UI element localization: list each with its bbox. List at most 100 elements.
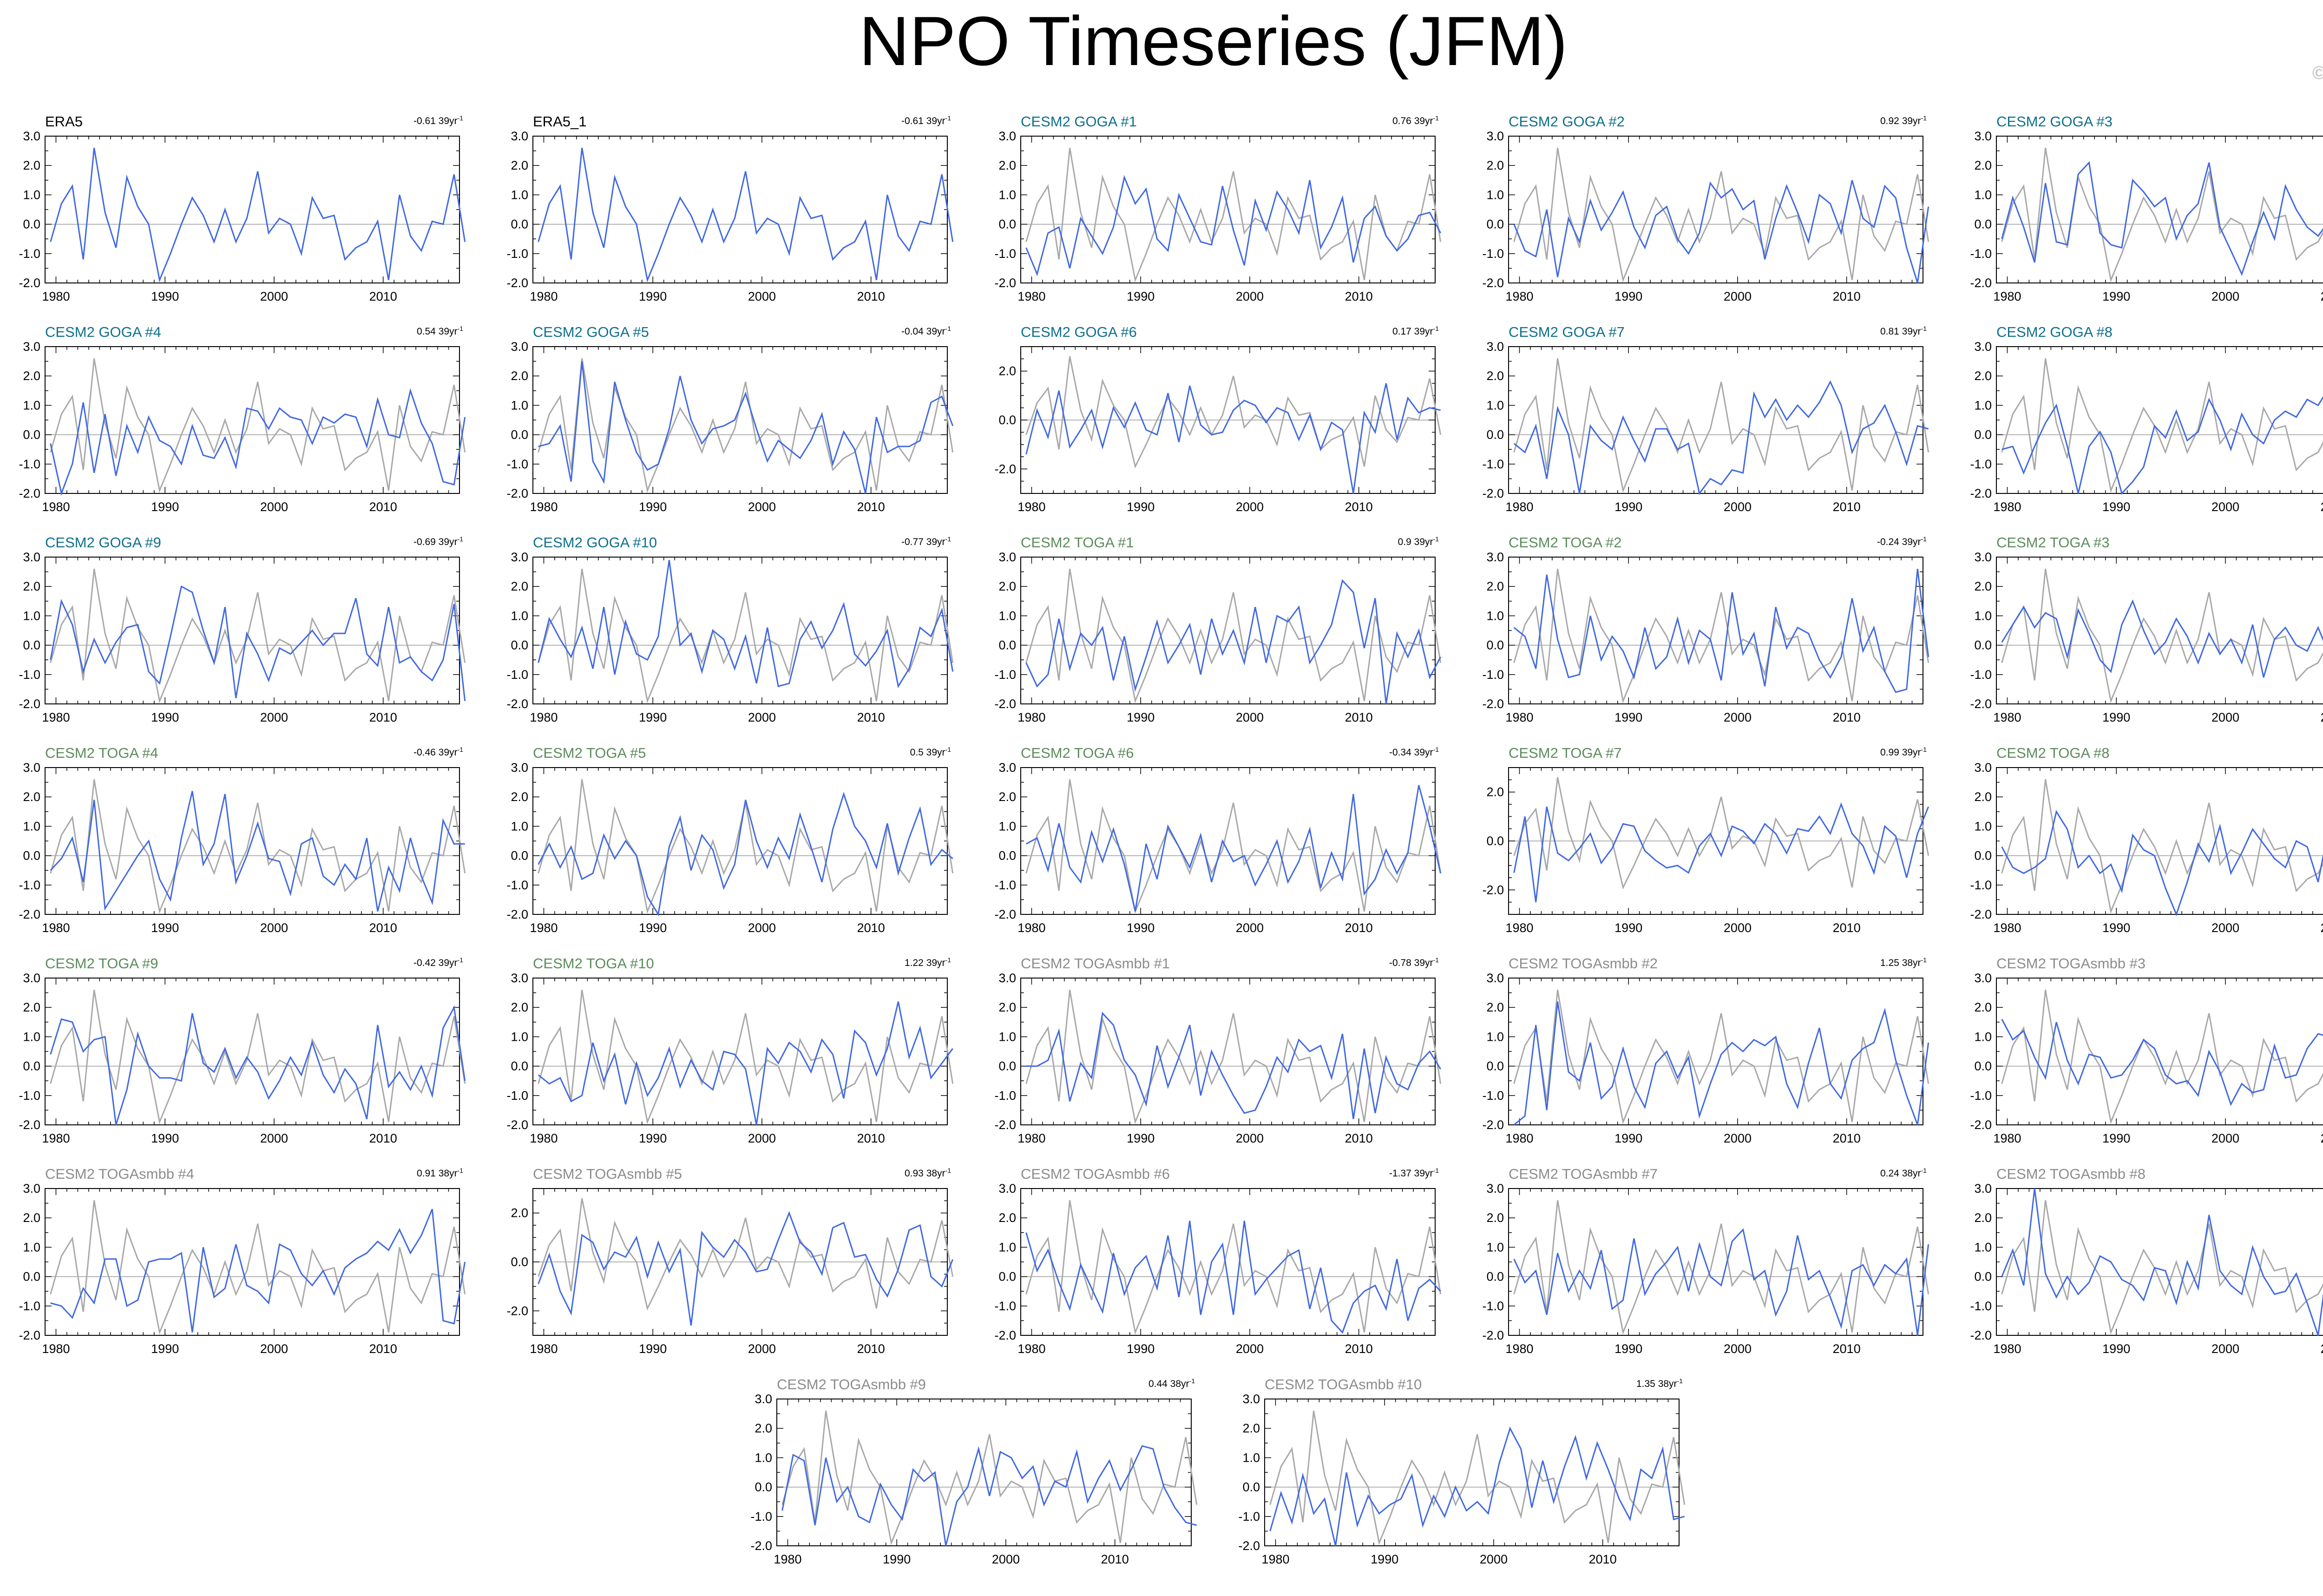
observed-series-line bbox=[1025, 1200, 1442, 1335]
panel-title: CESM2 TOGAsmbb #4 bbox=[45, 1166, 195, 1182]
timeseries-panel: CESM2 TOGA #9 -0.42 39yr-1 -2.0 -1.0 0.0 1.0 2… bbox=[2, 953, 467, 1153]
y-tick-label: -2.0 bbox=[1482, 883, 1504, 897]
x-tick-label: 2000 bbox=[748, 710, 776, 724]
panel-title: CESM2 TOGA #10 bbox=[533, 955, 654, 972]
model-series-line bbox=[538, 792, 953, 917]
x-tick-label: 1980 bbox=[1017, 921, 1045, 935]
x-tick-label: 1980 bbox=[42, 921, 70, 935]
y-tick-label: 2.0 bbox=[23, 1211, 40, 1225]
y-tick-label: 2.0 bbox=[998, 1000, 1016, 1014]
x-tick-label: 2000 bbox=[2211, 921, 2239, 935]
y-tick-label: -1.0 bbox=[506, 247, 528, 261]
y-tick-label: 0.0 bbox=[1974, 849, 1992, 863]
timeseries-panel: CESM2 TOGAsmbb #6 -1.37 39yr-1 -2.0 -1.0 0.0… bbox=[978, 1164, 1443, 1364]
x-tick-label: 2000 bbox=[260, 1131, 288, 1145]
panel-trend: 0.17 39yr-1 bbox=[1392, 325, 1439, 337]
x-tick-label: 1990 bbox=[639, 1131, 667, 1145]
panel-trend: -0.61 39yr-1 bbox=[413, 114, 463, 126]
y-tick-label: -2.0 bbox=[994, 1328, 1016, 1342]
x-tick-label: 2000 bbox=[1724, 710, 1752, 724]
model-series-line bbox=[1025, 1221, 1441, 1334]
y-tick-label: -1.0 bbox=[994, 878, 1016, 892]
x-tick-label: 2000 bbox=[1236, 1342, 1264, 1356]
panel-plot: -2.0 -1.0 0.0 1.0 2.0 3.0 1980 1990 2000 2010 bbox=[1238, 1392, 1686, 1566]
timeseries-panel: CESM2 TOGAsmbb #5 0.93 38yr-1 -2.0 0.0 2.0 19… bbox=[490, 1164, 955, 1364]
observed-series-line bbox=[50, 990, 466, 1124]
trend-exponent: -1 bbox=[1433, 325, 1439, 332]
observed-series-line bbox=[2001, 569, 2323, 703]
trend-exponent: -1 bbox=[945, 956, 951, 964]
model-series-line bbox=[538, 1211, 954, 1326]
y-tick-label: 3.0 bbox=[1242, 1392, 1260, 1406]
plot-frame bbox=[1996, 557, 2323, 704]
y-tick-label: -2.0 bbox=[1482, 486, 1504, 500]
y-tick-label: 3.0 bbox=[23, 129, 40, 143]
model-series-line bbox=[2001, 809, 2323, 917]
trend-exponent: -1 bbox=[1921, 325, 1927, 332]
model-series-line bbox=[1513, 1228, 1929, 1336]
y-tick-label: 2.0 bbox=[1486, 785, 1504, 799]
x-tick-label: 1980 bbox=[1505, 1131, 1533, 1145]
y-tick-label: -2.0 bbox=[1970, 486, 1992, 500]
model-series-line bbox=[50, 585, 466, 701]
y-tick-label: 2.0 bbox=[755, 1421, 772, 1435]
y-tick-label: 0.0 bbox=[998, 217, 1016, 231]
x-tick-label: 2010 bbox=[369, 710, 397, 724]
observed-series-line bbox=[1513, 358, 1929, 493]
panel-plot: -2.0 -1.0 0.0 1.0 2.0 3.0 1980 1990 2000 2010 bbox=[1970, 550, 2323, 724]
panel-plot: -2.0 -1.0 0.0 1.0 2.0 3.0 1980 1990 2000 2010 bbox=[1970, 971, 2323, 1145]
y-tick-label: 1.0 bbox=[1974, 398, 1992, 412]
x-tick-label: 1980 bbox=[42, 1131, 70, 1145]
y-tick-label: -1.0 bbox=[506, 878, 528, 892]
y-tick-label: 0.0 bbox=[1486, 428, 1504, 442]
trend-exponent: -1 bbox=[457, 746, 463, 753]
panel-plot: -2.0 -1.0 0.0 1.0 2.0 3.0 1980 1990 2000 2010 bbox=[1482, 1182, 1929, 1356]
y-tick-label: -2.0 bbox=[994, 907, 1016, 921]
y-tick-label: 0.0 bbox=[998, 638, 1016, 652]
x-tick-label: 1980 bbox=[1017, 1342, 1045, 1356]
panel-title: CESM2 TOGAsmbb #8 bbox=[1996, 1166, 2146, 1182]
observed-series-line bbox=[50, 358, 466, 493]
y-tick-label: -1.0 bbox=[19, 1299, 40, 1313]
model-series-line bbox=[2001, 1018, 2323, 1106]
model-series-line bbox=[781, 1445, 1197, 1546]
y-tick-label: -1.0 bbox=[1970, 1299, 1992, 1313]
panel-trend: -1.37 39yr-1 bbox=[1389, 1167, 1439, 1179]
y-tick-label: 2.0 bbox=[23, 158, 40, 172]
x-tick-label: 2010 bbox=[2321, 1342, 2323, 1356]
y-tick-label: 0.0 bbox=[1486, 834, 1504, 848]
x-tick-label: 2010 bbox=[857, 1131, 885, 1145]
x-tick-label: 1980 bbox=[1993, 1342, 2021, 1356]
y-tick-label: 3.0 bbox=[23, 1182, 40, 1195]
y-tick-label: -1.0 bbox=[1482, 1299, 1504, 1313]
panel-plot: -2.0 -1.0 0.0 1.0 2.0 3.0 1980 1990 2000 2010 bbox=[750, 1392, 1198, 1566]
x-tick-label: 1990 bbox=[639, 710, 667, 724]
y-tick-label: 3.0 bbox=[1974, 971, 1992, 985]
y-tick-label: 2.0 bbox=[1974, 369, 1992, 383]
y-tick-label: 0.0 bbox=[511, 638, 528, 652]
x-tick-label: 1990 bbox=[1127, 1342, 1155, 1356]
y-tick-label: -1.0 bbox=[19, 878, 40, 892]
y-tick-label: 3.0 bbox=[23, 340, 40, 354]
x-tick-label: 1990 bbox=[1614, 500, 1642, 514]
panel-trend: -0.42 39yr-1 bbox=[413, 956, 463, 968]
y-tick-label: -1.0 bbox=[994, 668, 1016, 682]
x-tick-label: 2010 bbox=[1345, 500, 1373, 514]
x-tick-label: 1980 bbox=[1993, 500, 2021, 514]
panel-plot: -2.0 -1.0 0.0 1.0 2.0 3.0 1980 1990 2000 2010 bbox=[1970, 340, 2323, 514]
panel-trend: 1.35 38yr-1 bbox=[1636, 1377, 1683, 1389]
y-tick-label: 1.0 bbox=[1486, 1030, 1504, 1044]
y-tick-label: 0.0 bbox=[998, 1270, 1016, 1284]
x-tick-label: 2000 bbox=[748, 921, 776, 935]
panel-plot: -2.0 -1.0 0.0 1.0 2.0 3.0 1980 1990 2000 2010 bbox=[19, 761, 466, 935]
timeseries-panel: CESM2 TOGAsmbb #3-0.69 39yr-1-2.0-1.00.0… bbox=[1954, 953, 2323, 1153]
y-tick-label: -1.0 bbox=[1970, 668, 1992, 682]
y-tick-label: 1.0 bbox=[23, 398, 40, 412]
y-tick-label: 1.0 bbox=[1974, 819, 1992, 833]
panel-trend: -0.61 39yr-1 bbox=[901, 114, 951, 126]
x-tick-label: 1990 bbox=[1614, 289, 1642, 303]
trend-exponent: -1 bbox=[945, 746, 951, 753]
trend-exponent: -1 bbox=[457, 1167, 463, 1174]
y-tick-label: -1.0 bbox=[19, 247, 40, 261]
x-tick-label: 2010 bbox=[2321, 921, 2323, 935]
